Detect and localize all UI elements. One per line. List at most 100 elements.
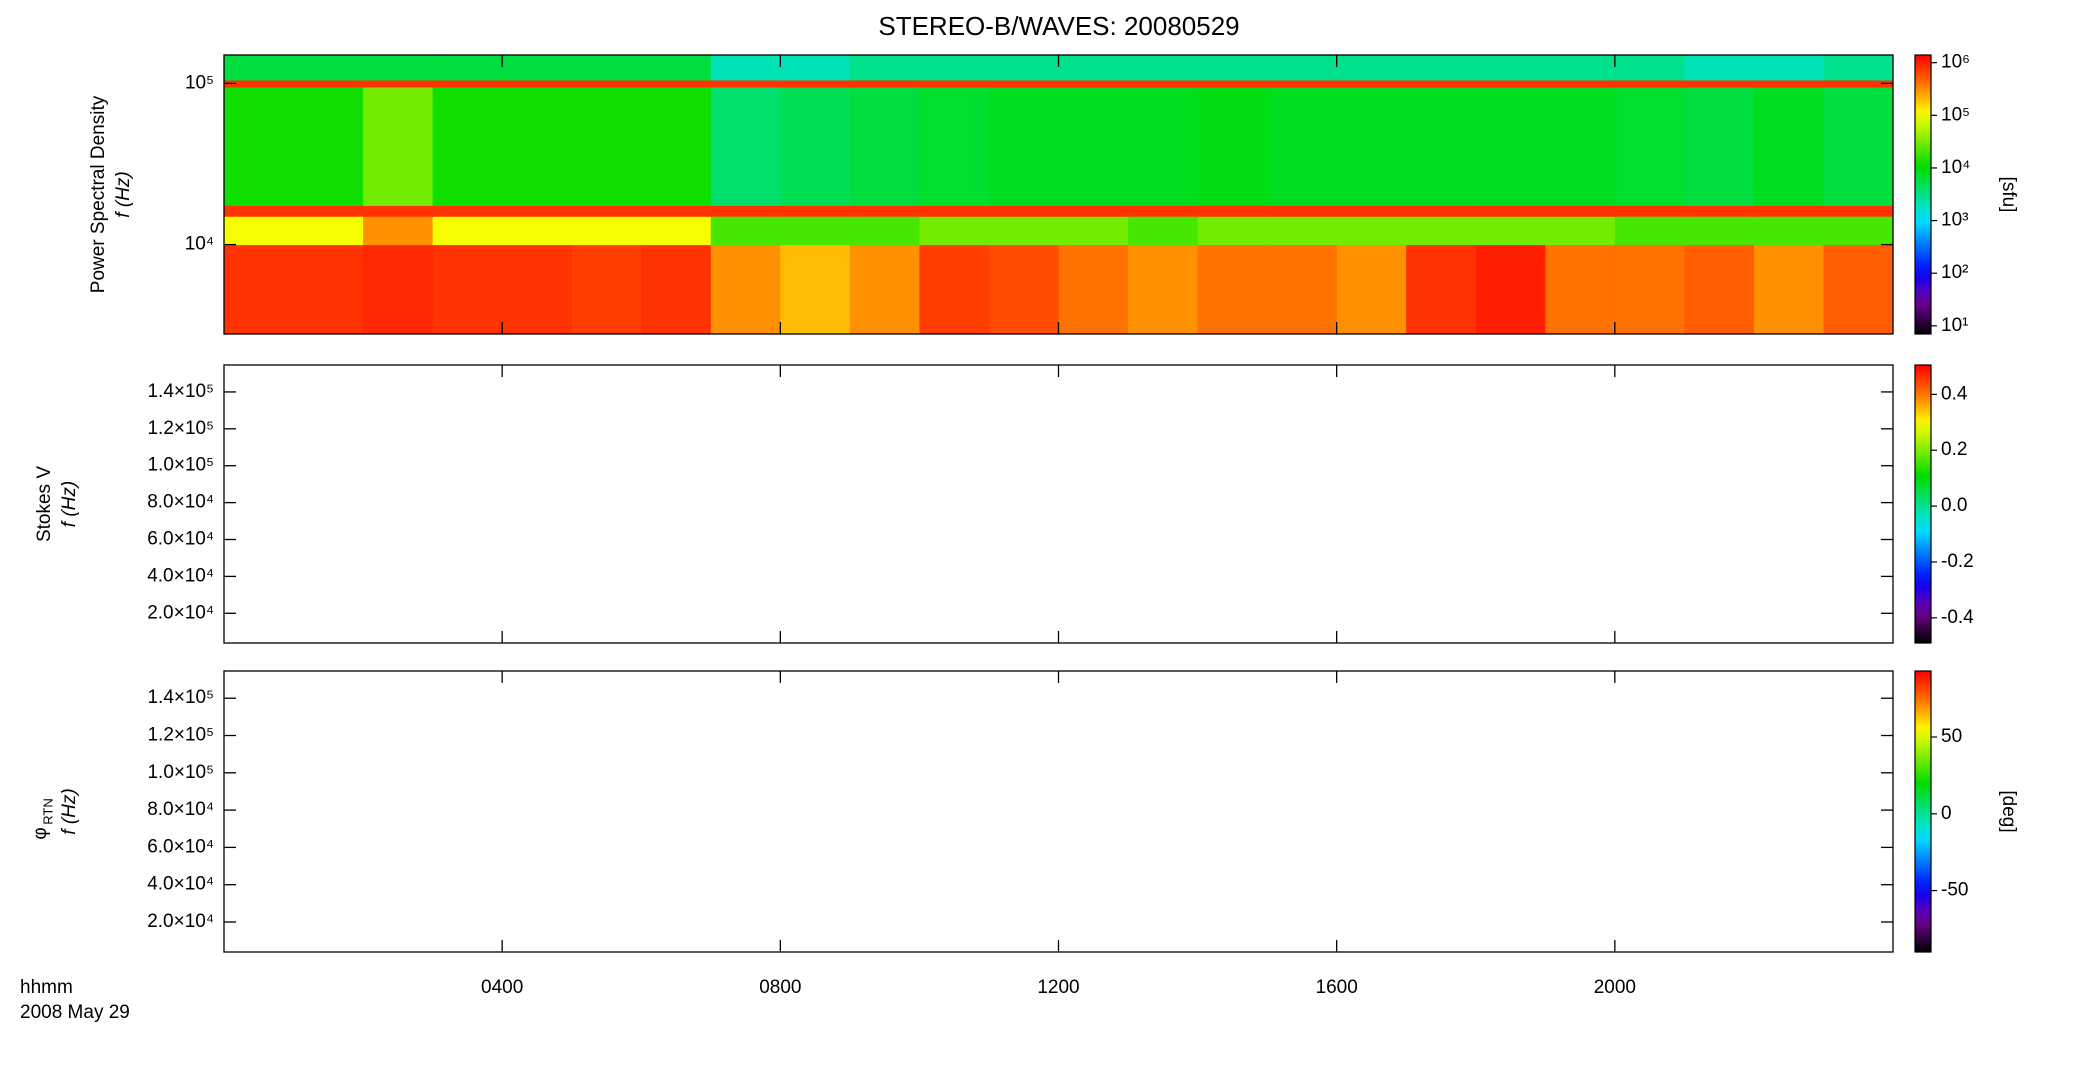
heatmap-cell <box>1684 216 1755 246</box>
heatmap-cell <box>1197 216 1268 246</box>
heatmap-cell <box>849 216 920 246</box>
heatmap-cell <box>849 86 920 206</box>
heatmap-cell <box>988 216 1059 246</box>
y-tick-label: 2.0×10⁴ <box>147 911 214 932</box>
heatmap-cell <box>1823 205 1894 217</box>
heatmap-cell <box>988 205 1059 217</box>
heatmap-cell <box>1058 244 1129 335</box>
heatmap-cell <box>1614 244 1685 335</box>
heatmap-cell <box>641 79 712 88</box>
heatmap-cell <box>1614 55 1685 81</box>
heatmap-cell <box>1614 205 1685 217</box>
y-axis-label: Power Spectral Density <box>88 95 109 293</box>
heatmap-cell <box>1614 79 1685 88</box>
heatmap-cell <box>988 55 1059 81</box>
heatmap-cell <box>1753 244 1824 335</box>
y-axis-unit: f (Hz) <box>59 788 80 834</box>
heatmap-cell <box>432 216 503 246</box>
heatmap-cell <box>1614 216 1685 246</box>
heatmap-cell <box>1336 86 1407 206</box>
heatmap-cell <box>363 86 434 206</box>
heatmap-cell <box>1336 79 1407 88</box>
heatmap-cell <box>1684 205 1755 217</box>
colorbar-label: [deg] <box>1998 790 2019 832</box>
heatmap-cell <box>919 216 990 246</box>
heatmap-cell <box>432 55 503 81</box>
y-tick-label: 1.4×10⁵ <box>147 687 214 708</box>
heatmap-cell <box>780 86 851 206</box>
colorbar-tick-label: 50 <box>1941 726 1962 747</box>
heatmap-cell <box>1475 216 1546 246</box>
heatmap-cell <box>1823 216 1894 246</box>
y-tick-label: 1.4×10⁵ <box>147 381 214 402</box>
x-tick-label: 0800 <box>759 977 801 998</box>
heatmap-cell <box>224 86 295 206</box>
heatmap-cell <box>1614 86 1685 206</box>
heatmap-cell <box>780 55 851 81</box>
heatmap-cell <box>1545 216 1616 246</box>
heatmap-cell <box>1406 55 1477 81</box>
colorbar-label: [sfu] <box>1998 177 2019 213</box>
heatmap-cell <box>919 244 990 335</box>
heatmap-cell <box>1267 79 1338 88</box>
x-caption: hhmm <box>20 977 73 998</box>
y-tick-label: 8.0×10⁴ <box>147 492 214 513</box>
heatmap-cell <box>1475 86 1546 206</box>
plot-frame <box>223 670 1894 953</box>
heatmap-cell <box>363 244 434 335</box>
heatmap-cell <box>1128 244 1199 335</box>
heatmap-cell <box>641 205 712 217</box>
heatmap-cell <box>502 86 573 206</box>
colorbar-tick-label: 0.2 <box>1941 439 1967 460</box>
y-tick-label: 1.0×10⁵ <box>147 455 214 476</box>
heatmap-cell <box>224 205 295 217</box>
heatmap-cell <box>1128 55 1199 81</box>
heatmap-cell <box>502 79 573 88</box>
heatmap-cell <box>1545 205 1616 217</box>
heatmap-cell <box>919 86 990 206</box>
heatmap-cell <box>919 205 990 217</box>
heatmap-cell <box>1197 55 1268 81</box>
heatmap-cell <box>1753 86 1824 206</box>
heatmap-cell <box>1475 244 1546 335</box>
colorbar <box>1914 670 1932 953</box>
y-tick-label: 10⁵ <box>185 72 214 93</box>
colorbar-tick-label: -0.4 <box>1941 607 1974 628</box>
heatmap-cell <box>641 86 712 206</box>
heatmap-cell <box>710 244 781 335</box>
heatmap-cell <box>1684 86 1755 206</box>
heatmap-cell <box>1197 86 1268 206</box>
heatmap-cell <box>432 86 503 206</box>
heatmap-cell <box>432 79 503 88</box>
heatmap-cell <box>502 205 573 217</box>
heatmap-cell <box>1197 205 1268 217</box>
heatmap-cell <box>641 55 712 81</box>
heatmap-cell <box>1058 79 1129 88</box>
heatmap-cell <box>1753 79 1824 88</box>
y-tick-label: 6.0×10⁴ <box>147 836 214 857</box>
heatmap-cell <box>363 79 434 88</box>
heatmap-cell <box>1058 205 1129 217</box>
heatmap-cell <box>293 86 364 206</box>
heatmap-cell <box>1823 86 1894 206</box>
heatmap-cell <box>571 244 642 335</box>
heatmap-cell <box>919 79 990 88</box>
y-axis-label-subscript: RTN <box>40 798 55 824</box>
y-tick-label: 1.2×10⁵ <box>147 725 214 746</box>
colorbar-tick-label: 10⁴ <box>1941 157 1970 178</box>
heatmap-cell <box>780 205 851 217</box>
heatmap-cell <box>1406 79 1477 88</box>
heatmap-cell <box>1058 55 1129 81</box>
colorbar-tick-label: 10³ <box>1941 210 1968 231</box>
colorbar-tick-label: 10⁵ <box>1941 104 1970 125</box>
heatmap-cell <box>849 244 920 335</box>
heatmap-cell <box>432 244 503 335</box>
heatmap-cell <box>571 205 642 217</box>
heatmap-cell <box>1267 86 1338 206</box>
heatmap-cell <box>1336 244 1407 335</box>
heatmap-cell <box>1406 205 1477 217</box>
heatmap-cell <box>1684 244 1755 335</box>
heatmap-cell <box>1336 55 1407 81</box>
heatmap-cell <box>1336 216 1407 246</box>
